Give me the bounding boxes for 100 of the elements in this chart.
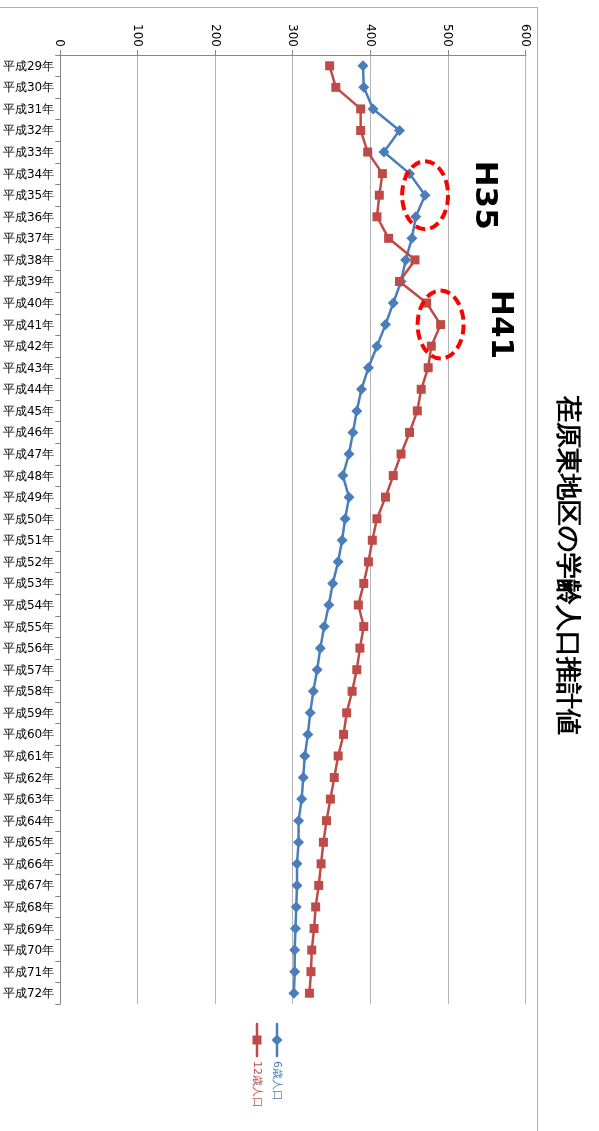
point	[356, 104, 366, 114]
annotation: H35	[469, 160, 506, 230]
point	[416, 384, 426, 394]
point	[314, 880, 324, 890]
point	[410, 211, 422, 223]
y-tick-label: 平成62年	[2, 770, 55, 785]
x-tick-label: 200	[208, 24, 223, 47]
y-tick-label: 平成53年	[2, 576, 55, 591]
point	[304, 988, 314, 998]
point	[372, 212, 382, 222]
x-tick-label: 100	[130, 24, 145, 47]
point	[311, 664, 323, 676]
y-tick-label: 平成31年	[2, 101, 55, 116]
y-tick-label: 平成30年	[2, 80, 55, 95]
point	[289, 966, 301, 978]
point	[378, 146, 390, 158]
point	[419, 189, 431, 201]
point	[316, 859, 326, 869]
point	[311, 902, 321, 912]
point	[325, 61, 335, 71]
point	[289, 944, 301, 956]
y-tick-label: 平成50年	[2, 511, 55, 526]
y-tick-label: 平成49年	[2, 490, 55, 505]
point	[318, 837, 328, 847]
point	[307, 685, 319, 697]
y-tick-label: 平成66年	[2, 856, 55, 871]
x-tick-label: 400	[363, 24, 378, 47]
point	[358, 81, 370, 93]
y-tick-label: 平成32年	[2, 123, 55, 138]
point	[363, 147, 373, 157]
point	[406, 232, 418, 244]
point	[410, 255, 420, 265]
point	[322, 816, 332, 826]
y-tick-label: 平成51年	[2, 533, 55, 548]
y-tick-label: 平成65年	[2, 835, 55, 850]
x-tick-label: 500	[441, 24, 456, 47]
y-tick-label: 平成58年	[2, 684, 55, 699]
annotation: H41	[484, 290, 521, 360]
point	[333, 751, 343, 761]
point	[353, 600, 363, 610]
point	[356, 125, 366, 135]
point	[343, 491, 355, 503]
point	[352, 665, 362, 675]
point	[381, 492, 390, 502]
y-tick-label: 平成59年	[2, 705, 55, 720]
x-tick-label: 600	[519, 24, 533, 47]
y-tick-label: 平成48年	[2, 468, 55, 483]
point	[290, 901, 302, 913]
y-tick-label: 平成54年	[2, 597, 55, 612]
y-tick-label: 平成29年	[2, 58, 55, 73]
point	[332, 556, 344, 568]
y-tick-label: 平成45年	[2, 403, 55, 418]
y-tick-label: 平成52年	[2, 554, 55, 569]
y-tick-label: 平成60年	[2, 727, 55, 742]
y-tick-label: 平成41年	[2, 317, 55, 332]
point	[314, 642, 326, 654]
y-tick-label: 平成46年	[2, 425, 55, 440]
y-tick-label: 平成56年	[2, 641, 55, 656]
point	[355, 643, 365, 653]
point	[426, 341, 436, 351]
y-tick-label: 平成69年	[2, 921, 55, 936]
point	[323, 599, 335, 611]
point	[359, 578, 369, 588]
y-tick-label: 平成33年	[2, 145, 55, 160]
point	[339, 729, 349, 739]
point	[380, 319, 391, 331]
point	[307, 945, 317, 955]
y-tick-label: 平成36年	[2, 209, 55, 224]
point	[367, 535, 377, 545]
point	[387, 297, 399, 309]
text: 12歳人口	[250, 1061, 264, 1108]
x-tick-label: 300	[286, 24, 301, 47]
text: 6歳人口	[270, 1061, 284, 1101]
point	[336, 534, 348, 546]
point	[371, 340, 383, 352]
point	[396, 449, 406, 459]
point	[339, 513, 351, 525]
point	[299, 750, 311, 762]
y-tick-label: 平成55年	[2, 619, 55, 634]
point	[351, 405, 363, 417]
point	[372, 514, 382, 524]
point	[362, 362, 374, 374]
point	[329, 773, 339, 783]
point	[388, 471, 398, 481]
point	[405, 427, 415, 437]
y-tick-label: 平成57年	[2, 662, 55, 677]
y-tick-label: 平成38年	[2, 252, 55, 267]
point	[293, 836, 305, 848]
point	[347, 686, 357, 696]
y-tick-label: 平成43年	[2, 360, 55, 375]
point	[309, 924, 319, 934]
point	[306, 967, 316, 977]
point	[374, 190, 384, 200]
point	[302, 728, 314, 740]
point	[325, 794, 335, 804]
point	[359, 622, 369, 632]
y-tick-label: 平成64年	[2, 813, 55, 828]
point	[318, 621, 330, 633]
point	[342, 708, 352, 718]
point	[400, 254, 412, 266]
